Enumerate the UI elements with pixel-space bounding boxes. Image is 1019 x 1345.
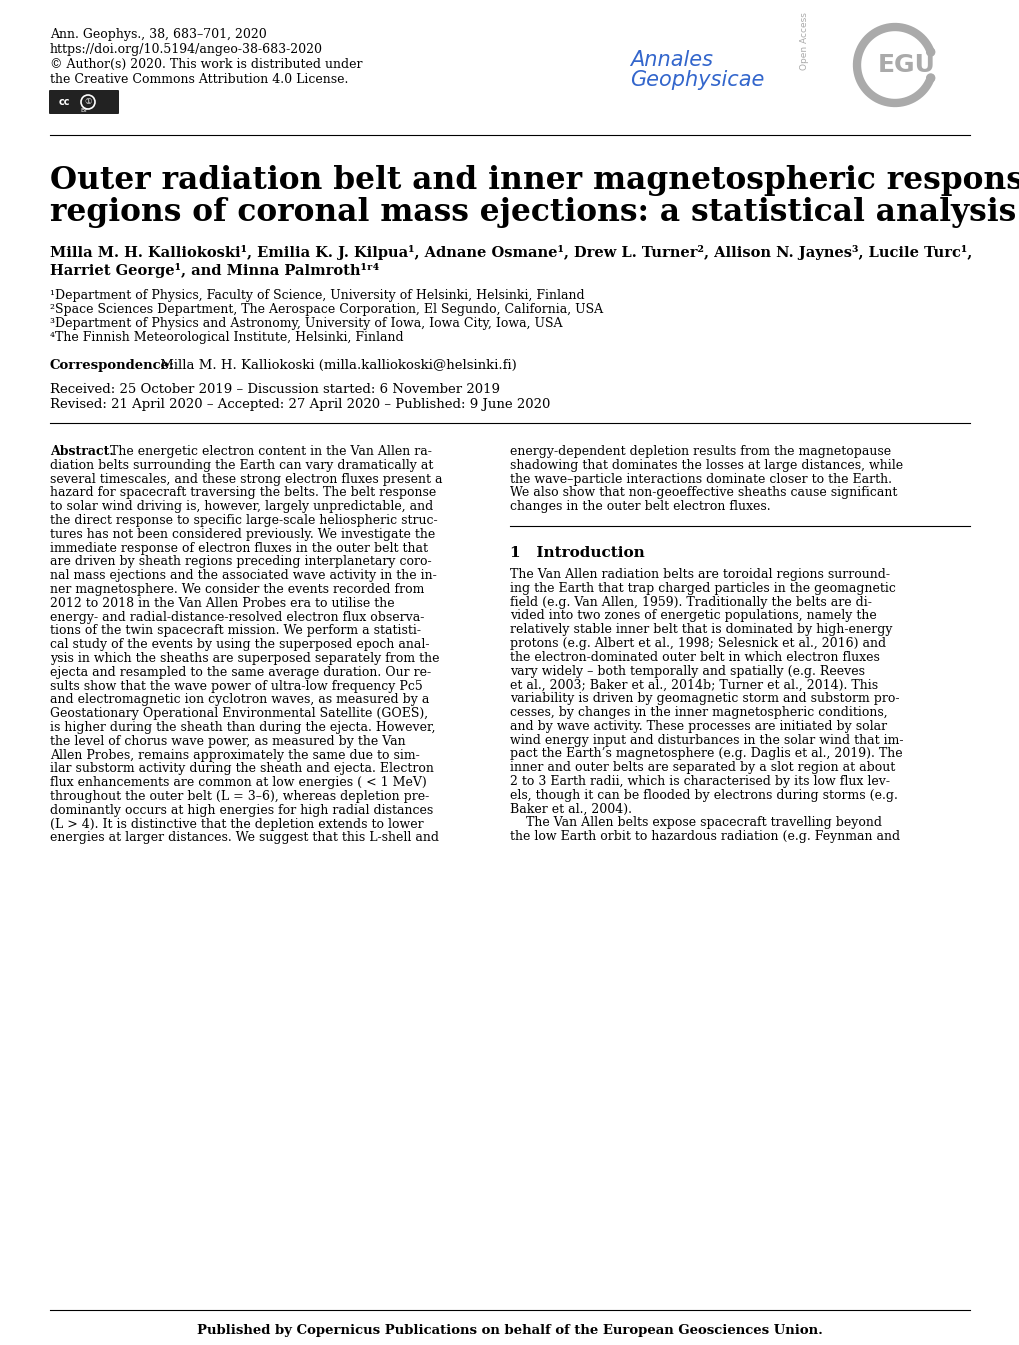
Text: 1   Introduction: 1 Introduction — [510, 546, 644, 560]
Text: diation belts surrounding the Earth can vary dramatically at: diation belts surrounding the Earth can … — [50, 459, 433, 472]
Text: ilar substorm activity during the sheath and ejecta. Electron: ilar substorm activity during the sheath… — [50, 763, 433, 776]
Text: energy- and radial-distance-resolved electron flux observa-: energy- and radial-distance-resolved ele… — [50, 611, 424, 624]
Text: ①: ① — [85, 97, 92, 106]
Text: EGU: EGU — [877, 52, 935, 77]
Text: cc: cc — [58, 97, 69, 108]
Text: Geophysicae: Geophysicae — [630, 70, 763, 90]
Text: Outer radiation belt and inner magnetospheric response to sheath: Outer radiation belt and inner magnetosp… — [50, 165, 1019, 196]
Text: and electromagnetic ion cyclotron waves, as measured by a: and electromagnetic ion cyclotron waves,… — [50, 694, 429, 706]
Text: Abstract.: Abstract. — [50, 445, 114, 459]
Text: The Van Allen radiation belts are toroidal regions surround-: The Van Allen radiation belts are toroid… — [510, 568, 890, 581]
Text: the wave–particle interactions dominate closer to the Earth.: the wave–particle interactions dominate … — [510, 472, 892, 486]
Text: is higher during the sheath than during the ejecta. However,: is higher during the sheath than during … — [50, 721, 435, 734]
Text: 2 to 3 Earth radii, which is characterised by its low flux lev-: 2 to 3 Earth radii, which is characteris… — [510, 775, 890, 788]
Text: field (e.g. Van Allen, 1959). Traditionally the belts are di-: field (e.g. Van Allen, 1959). Traditiona… — [510, 596, 871, 608]
Text: the electron-dominated outer belt in which electron fluxes: the electron-dominated outer belt in whi… — [510, 651, 879, 664]
Text: We also show that non-geoeffective sheaths cause significant: We also show that non-geoeffective sheat… — [510, 487, 897, 499]
Text: hazard for spacecraft traversing the belts. The belt response: hazard for spacecraft traversing the bel… — [50, 487, 436, 499]
Text: els, though it can be flooded by electrons during storms (e.g.: els, though it can be flooded by electro… — [510, 788, 897, 802]
Text: ¹Department of Physics, Faculty of Science, University of Helsinki, Helsinki, Fi: ¹Department of Physics, Faculty of Scien… — [50, 289, 584, 303]
Text: Published by Copernicus Publications on behalf of the European Geosciences Union: Published by Copernicus Publications on … — [197, 1323, 822, 1337]
Text: Revised: 21 April 2020 – Accepted: 27 April 2020 – Published: 9 June 2020: Revised: 21 April 2020 – Accepted: 27 Ap… — [50, 398, 550, 412]
Circle shape — [926, 74, 933, 82]
Text: variability is driven by geomagnetic storm and substorm pro-: variability is driven by geomagnetic sto… — [510, 693, 899, 705]
Text: protons (e.g. Albert et al., 1998; Selesnick et al., 2016) and: protons (e.g. Albert et al., 1998; Seles… — [510, 638, 886, 650]
Text: throughout the outer belt (L = 3–6), whereas depletion pre-: throughout the outer belt (L = 3–6), whe… — [50, 790, 429, 803]
Text: the level of chorus wave power, as measured by the Van: the level of chorus wave power, as measu… — [50, 734, 406, 748]
Text: changes in the outer belt electron fluxes.: changes in the outer belt electron fluxe… — [510, 500, 770, 514]
Text: Harriet George¹, and Minna Palmroth¹ʳ⁴: Harriet George¹, and Minna Palmroth¹ʳ⁴ — [50, 264, 379, 278]
Text: shadowing that dominates the losses at large distances, while: shadowing that dominates the losses at l… — [510, 459, 902, 472]
Text: ⁴The Finnish Meteorological Institute, Helsinki, Finland: ⁴The Finnish Meteorological Institute, H… — [50, 331, 404, 344]
Text: vided into two zones of energetic populations, namely the: vided into two zones of energetic popula… — [510, 609, 876, 623]
Text: Milla M. H. Kalliokoski¹, Emilia K. J. Kilpua¹, Adnane Osmane¹, Drew L. Turner²,: Milla M. H. Kalliokoski¹, Emilia K. J. K… — [50, 245, 971, 260]
Text: immediate response of electron fluxes in the outer belt that: immediate response of electron fluxes in… — [50, 542, 428, 554]
Text: ejecta and resampled to the same average duration. Our re-: ejecta and resampled to the same average… — [50, 666, 431, 679]
Text: regions of coronal mass ejections: a statistical analysis: regions of coronal mass ejections: a sta… — [50, 196, 1015, 229]
Text: pact the Earth’s magnetosphere (e.g. Daglis et al., 2019). The: pact the Earth’s magnetosphere (e.g. Dag… — [510, 748, 902, 760]
Text: inner and outer belts are separated by a slot region at about: inner and outer belts are separated by a… — [510, 761, 895, 775]
Text: Open Access: Open Access — [799, 12, 808, 70]
Text: cal study of the events by using the superposed epoch anal-: cal study of the events by using the sup… — [50, 638, 429, 651]
Text: vary widely – both temporally and spatially (e.g. Reeves: vary widely – both temporally and spatia… — [510, 664, 864, 678]
Text: Baker et al., 2004).: Baker et al., 2004). — [510, 803, 632, 815]
Text: the direct response to specific large-scale heliospheric struc-: the direct response to specific large-sc… — [50, 514, 437, 527]
Text: ner magnetosphere. We consider the events recorded from: ner magnetosphere. We consider the event… — [50, 582, 424, 596]
Circle shape — [926, 48, 933, 56]
Text: dominantly occurs at high energies for high radial distances: dominantly occurs at high energies for h… — [50, 804, 433, 816]
Text: (L > 4). It is distinctive that the depletion extends to lower: (L > 4). It is distinctive that the depl… — [50, 818, 423, 831]
Text: BY: BY — [81, 108, 88, 113]
Text: The Van Allen belts expose spacecraft travelling beyond: The Van Allen belts expose spacecraft tr… — [510, 816, 881, 830]
Text: the Creative Commons Attribution 4.0 License.: the Creative Commons Attribution 4.0 Lic… — [50, 73, 348, 86]
Text: several timescales, and these strong electron fluxes present a: several timescales, and these strong ele… — [50, 472, 442, 486]
Text: tures has not been considered previously. We investigate the: tures has not been considered previously… — [50, 527, 435, 541]
Text: energy-dependent depletion results from the magnetopause: energy-dependent depletion results from … — [510, 445, 891, 459]
Text: sults show that the wave power of ultra-low frequency Pc5: sults show that the wave power of ultra-… — [50, 679, 422, 693]
Text: The energetic electron content in the Van Allen ra-: The energetic electron content in the Va… — [106, 445, 431, 459]
Text: et al., 2003; Baker et al., 2014b; Turner et al., 2014). This: et al., 2003; Baker et al., 2014b; Turne… — [510, 678, 877, 691]
Text: flux enhancements are common at low energies ( < 1 MeV): flux enhancements are common at low ener… — [50, 776, 426, 790]
Text: the low Earth orbit to hazardous radiation (e.g. Feynman and: the low Earth orbit to hazardous radiati… — [510, 830, 899, 843]
Text: Ann. Geophys., 38, 683–701, 2020: Ann. Geophys., 38, 683–701, 2020 — [50, 28, 267, 40]
FancyBboxPatch shape — [49, 90, 119, 114]
Text: ing the Earth that trap charged particles in the geomagnetic: ing the Earth that trap charged particle… — [510, 582, 895, 594]
Text: Allen Probes, remains approximately the same due to sim-: Allen Probes, remains approximately the … — [50, 749, 420, 761]
Text: https://doi.org/10.5194/angeo-38-683-2020: https://doi.org/10.5194/angeo-38-683-202… — [50, 43, 323, 56]
Text: Correspondence:: Correspondence: — [50, 359, 175, 373]
Text: © Author(s) 2020. This work is distributed under: © Author(s) 2020. This work is distribut… — [50, 58, 362, 71]
Text: cesses, by changes in the inner magnetospheric conditions,: cesses, by changes in the inner magnetos… — [510, 706, 887, 720]
Text: relatively stable inner belt that is dominated by high-energy: relatively stable inner belt that is dom… — [510, 623, 892, 636]
Text: tions of the twin spacecraft mission. We perform a statisti-: tions of the twin spacecraft mission. We… — [50, 624, 421, 638]
Text: ysis in which the sheaths are superposed separately from the: ysis in which the sheaths are superposed… — [50, 652, 439, 664]
Text: Milla M. H. Kalliokoski (milla.kalliokoski@helsinki.fi): Milla M. H. Kalliokoski (milla.kalliokos… — [156, 359, 517, 373]
Text: are driven by sheath regions preceding interplanetary coro-: are driven by sheath regions preceding i… — [50, 555, 431, 569]
Text: ³Department of Physics and Astronomy, University of Iowa, Iowa City, Iowa, USA: ³Department of Physics and Astronomy, Un… — [50, 317, 561, 330]
Text: nal mass ejections and the associated wave activity in the in-: nal mass ejections and the associated wa… — [50, 569, 436, 582]
Text: to solar wind driving is, however, largely unpredictable, and: to solar wind driving is, however, large… — [50, 500, 433, 514]
Text: Received: 25 October 2019 – Discussion started: 6 November 2019: Received: 25 October 2019 – Discussion s… — [50, 383, 499, 395]
Text: Annales: Annales — [630, 50, 712, 70]
Text: and by wave activity. These processes are initiated by solar: and by wave activity. These processes ar… — [510, 720, 887, 733]
Text: ²Space Sciences Department, The Aerospace Corporation, El Segundo, California, U: ²Space Sciences Department, The Aerospac… — [50, 303, 602, 316]
Text: 2012 to 2018 in the Van Allen Probes era to utilise the: 2012 to 2018 in the Van Allen Probes era… — [50, 597, 394, 609]
Text: wind energy input and disturbances in the solar wind that im-: wind energy input and disturbances in th… — [510, 733, 903, 746]
Text: Geostationary Operational Environmental Satellite (GOES),: Geostationary Operational Environmental … — [50, 707, 428, 720]
Text: energies at larger distances. We suggest that this L-shell and: energies at larger distances. We suggest… — [50, 831, 438, 845]
